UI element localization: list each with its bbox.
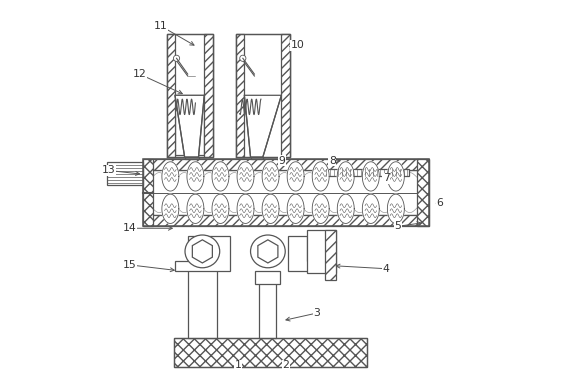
- Bar: [144, 159, 428, 226]
- Polygon shape: [175, 95, 204, 155]
- Text: 2: 2: [283, 360, 289, 370]
- Bar: [204, 34, 213, 157]
- Polygon shape: [312, 162, 329, 191]
- Bar: [166, 34, 175, 157]
- Polygon shape: [387, 194, 404, 223]
- Polygon shape: [236, 34, 290, 157]
- Bar: [174, 338, 367, 367]
- Polygon shape: [162, 194, 179, 223]
- Ellipse shape: [185, 235, 220, 268]
- Bar: [324, 169, 410, 176]
- Polygon shape: [337, 162, 354, 191]
- Polygon shape: [387, 162, 404, 191]
- Text: 3: 3: [313, 308, 320, 318]
- Polygon shape: [287, 162, 304, 191]
- Text: 11: 11: [154, 21, 168, 31]
- Polygon shape: [362, 194, 379, 223]
- Polygon shape: [176, 236, 230, 271]
- Polygon shape: [166, 34, 213, 157]
- Polygon shape: [244, 95, 281, 157]
- Polygon shape: [312, 194, 329, 223]
- Polygon shape: [258, 240, 278, 263]
- Polygon shape: [237, 194, 254, 223]
- Polygon shape: [187, 162, 204, 191]
- Polygon shape: [337, 194, 354, 223]
- Bar: [255, 271, 280, 284]
- Circle shape: [173, 55, 180, 61]
- Polygon shape: [362, 162, 379, 191]
- Polygon shape: [212, 162, 229, 191]
- Polygon shape: [237, 162, 254, 191]
- Text: 15: 15: [123, 260, 137, 270]
- Text: 4: 4: [383, 264, 390, 274]
- Bar: [281, 34, 290, 157]
- Text: 8: 8: [329, 156, 336, 166]
- Text: 5: 5: [394, 221, 401, 231]
- Bar: [251, 157, 263, 159]
- Bar: [144, 159, 153, 226]
- Text: 14: 14: [123, 223, 137, 233]
- Bar: [188, 244, 217, 338]
- Bar: [144, 170, 428, 215]
- Polygon shape: [287, 194, 304, 223]
- Bar: [107, 162, 144, 185]
- Bar: [236, 34, 244, 157]
- Bar: [307, 230, 336, 273]
- Bar: [144, 215, 428, 226]
- Polygon shape: [175, 95, 204, 157]
- Bar: [185, 157, 198, 159]
- Polygon shape: [187, 194, 204, 223]
- Text: 12: 12: [133, 69, 146, 79]
- Bar: [174, 338, 367, 367]
- Bar: [324, 230, 336, 280]
- Text: 7: 7: [383, 173, 390, 183]
- Text: 1: 1: [235, 360, 241, 370]
- Polygon shape: [212, 194, 229, 223]
- Polygon shape: [262, 162, 279, 191]
- Polygon shape: [288, 236, 332, 271]
- Text: 6: 6: [437, 198, 444, 208]
- Polygon shape: [192, 240, 212, 263]
- Bar: [144, 159, 428, 170]
- Polygon shape: [262, 194, 279, 223]
- Ellipse shape: [251, 235, 285, 268]
- Circle shape: [240, 55, 246, 61]
- Bar: [417, 159, 428, 226]
- Polygon shape: [162, 162, 179, 191]
- Text: 13: 13: [102, 165, 116, 176]
- Bar: [259, 278, 276, 338]
- Text: 10: 10: [291, 40, 304, 50]
- Text: 9: 9: [279, 156, 285, 166]
